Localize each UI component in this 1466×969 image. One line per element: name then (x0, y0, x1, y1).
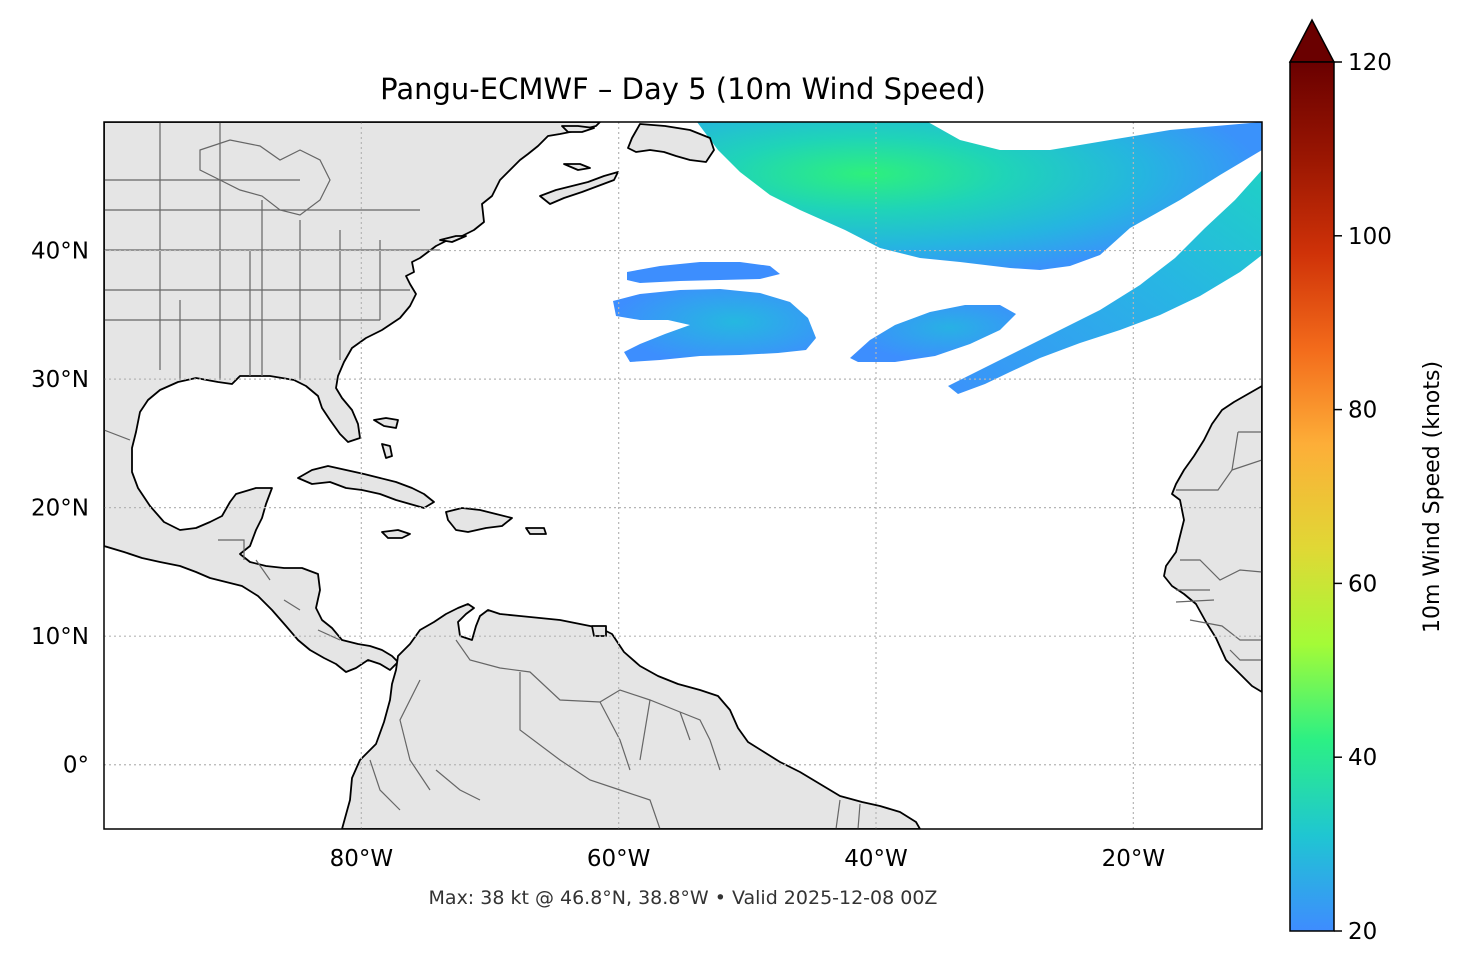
lon-tick-labels: 80°W 60°W 40°W 20°W (330, 846, 1166, 872)
lon-tick-label: 60°W (587, 846, 651, 872)
wind-region-central-west-blob (613, 289, 816, 362)
cuba-land (297, 465, 435, 509)
africa-borders (1175, 431, 1262, 661)
lon-tick-label: 20°W (1102, 846, 1166, 872)
colorbar-label: 10m Wind Speed (knots) (1420, 361, 1445, 633)
land-masses (104, 122, 1262, 829)
colorbar-tick-label: 120 (1348, 50, 1392, 76)
lat-tick-label: 0° (63, 753, 89, 779)
map-panel (104, 122, 1262, 829)
wind-field (613, 122, 1262, 394)
south-america-land (341, 603, 921, 829)
bahamas-land (373, 417, 399, 459)
colorbar-tick-label: 60 (1348, 571, 1377, 597)
colorbar-gradient (1289, 61, 1335, 932)
lat-tick-label: 30°N (31, 367, 89, 393)
gridlines (104, 122, 1262, 829)
colorbar-tick-label: 80 (1348, 398, 1377, 424)
lat-tick-labels: 40°N 30°N 20°N 10°N 0° (31, 239, 89, 779)
pei-land (563, 163, 591, 171)
anticosti-land (561, 125, 595, 133)
colorbar: 20 40 60 80 100 120 10m Wind Speed (knots) (1288, 18, 1445, 945)
colorbar-extend-arrow (1288, 18, 1336, 63)
lat-tick-label: 10°N (31, 624, 89, 650)
long-island-land (439, 235, 467, 243)
lon-tick-label: 40°W (844, 846, 908, 872)
wind-region-thin-strip (627, 262, 780, 283)
map-frame (103, 121, 1263, 830)
great-lakes (199, 139, 331, 216)
colorbar-tick-label: 20 (1348, 919, 1377, 945)
africa-land (1163, 385, 1262, 693)
south-america-borders (369, 639, 861, 829)
mexico-central-america-borders (104, 429, 341, 641)
puerto-rico-land (525, 527, 547, 535)
colorbar-tick-label: 40 (1348, 745, 1377, 771)
colorbar-ticks: 20 40 60 80 100 120 (1334, 50, 1392, 945)
jamaica-land (381, 529, 411, 539)
lat-tick-label: 20°N (31, 496, 89, 522)
wind-region-northeast-band (948, 170, 1262, 394)
hispaniola-land (445, 507, 513, 533)
lon-tick-label: 80°W (330, 846, 394, 872)
nova-scotia-land (539, 171, 619, 205)
north-america-land (104, 122, 601, 673)
wind-region-north-arc (697, 122, 1262, 270)
colorbar-tick-label: 100 (1348, 224, 1392, 250)
chart-title: Pangu-ECMWF – Day 5 (10m Wind Speed) (380, 72, 986, 106)
newfoundland-land (627, 123, 715, 163)
wind-region-central-east-blob (850, 305, 1016, 362)
footer-max-valid: Max: 38 kt @ 46.8°N, 38.8°W • Valid 2025… (429, 887, 938, 909)
lat-tick-label: 40°N (31, 239, 89, 265)
trinidad-land (591, 625, 607, 637)
